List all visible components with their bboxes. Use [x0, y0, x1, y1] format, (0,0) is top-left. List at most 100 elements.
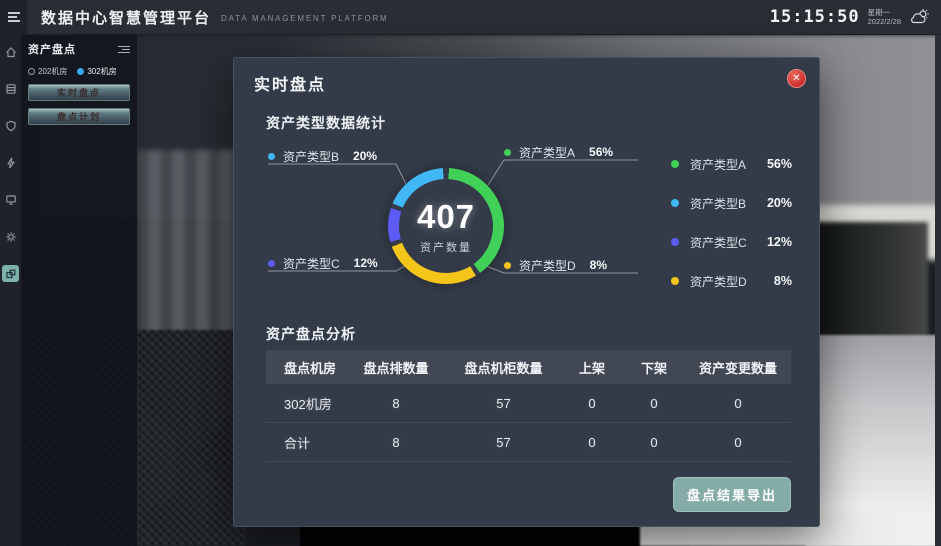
legend-label: 资产类型B: [690, 196, 747, 211]
scene-server-racks: [812, 222, 928, 347]
chart-legend: 资产类型A 56% 资产类型B 20% 资产类型C 12% 资产类型D 8%: [671, 154, 792, 310]
callout-label: 资产类型A: [519, 145, 576, 160]
callout-type-b: 资产类型B 20%: [268, 148, 377, 164]
header-unmounted: 下架: [640, 360, 667, 376]
type-d-dot: [504, 261, 511, 269]
callout-type-a: 资产类型A 56%: [504, 144, 613, 160]
sidebar-item-monitor[interactable]: [2, 191, 19, 208]
shield-icon: [5, 120, 16, 131]
asset-total-label: 资产数量: [420, 241, 472, 254]
cell: 0: [734, 395, 742, 411]
hamburger-icon[interactable]: [7, 12, 20, 22]
cell: 8: [392, 434, 400, 450]
callout-label: 资产类型D: [519, 258, 576, 273]
table-header-row: 盘点机房 盘点排数量 盘点机柜数量 上架 下架 资产变更数量: [266, 350, 791, 384]
radio-label: 202机房: [38, 67, 68, 76]
top-bar: 数据中心智慧管理平台 DATA MANAGEMENT PLATFORM 15:1…: [0, 0, 941, 35]
icon-sidebar: [0, 35, 21, 546]
radio-icon: [28, 68, 35, 75]
header-rows-count: 盘点排数量: [363, 360, 429, 376]
radio-room-202[interactable]: 202机房: [28, 66, 67, 77]
cell: 0: [650, 434, 658, 450]
inventory-table: 盘点机房 盘点排数量 盘点机柜数量 上架 下架 资产变更数量 302机房 8 5…: [266, 350, 791, 462]
asset-icon: [5, 269, 15, 278]
cell: 8: [392, 395, 400, 411]
legend-item-c: 资产类型C 12%: [671, 232, 792, 252]
legend-dot-a: [671, 160, 679, 168]
scene-fence: [137, 150, 237, 345]
sidebar-item-security[interactable]: [2, 117, 19, 134]
callout-type-d: 资产类型D 8%: [504, 257, 607, 273]
section-title-asset-types: 资产类型数据统计: [266, 115, 386, 131]
asset-inventory-panel: 资产盘点 202机房 302机房 实时盘点 盘点计划: [21, 35, 137, 546]
legend-item-d: 资产类型D 8%: [671, 271, 792, 291]
type-c-dot: [268, 259, 275, 267]
legend-value: 20%: [766, 196, 792, 210]
panel-menu-icon[interactable]: [118, 45, 130, 53]
menu-block: [0, 0, 27, 35]
callout-value: 8%: [589, 258, 608, 272]
legend-value: 12%: [766, 235, 792, 249]
sidebar-item-settings[interactable]: [2, 228, 19, 245]
cell: 57: [496, 434, 511, 450]
callout-label: 资产类型C: [283, 256, 340, 271]
cell: 302机房: [284, 396, 332, 412]
scene-edge: [935, 35, 941, 546]
type-b-dot: [268, 152, 275, 160]
asset-total-value: 407: [416, 197, 476, 235]
radio-label: 302机房: [87, 67, 117, 76]
home-icon: [5, 46, 16, 57]
callout-label: 资产类型B: [283, 149, 340, 164]
donut-ring: 407 资产数量: [388, 168, 504, 284]
legend-dot-c: [671, 238, 679, 246]
rack-icon: [5, 83, 16, 94]
close-icon[interactable]: ✕: [787, 69, 806, 88]
modal-title: 实时盘点: [254, 77, 327, 94]
inventory-plan-button[interactable]: 盘点计划: [28, 108, 130, 125]
legend-value: 8%: [773, 274, 792, 288]
radio-room-302[interactable]: 302机房: [77, 66, 117, 77]
legend-value: 56%: [766, 157, 792, 171]
header-changes: 资产变更数量: [698, 360, 777, 376]
export-results-button[interactable]: 盘点结果导出: [673, 477, 791, 512]
legend-label: 资产类型A: [690, 157, 747, 172]
legend-item-b: 资产类型B 20%: [671, 193, 792, 213]
table-row: 302机房 8 57 0 0 0: [266, 384, 791, 423]
legend-dot-d: [671, 277, 679, 285]
app-title: 数据中心智慧管理平台: [41, 9, 212, 27]
realtime-inventory-modal: 实时盘点 ✕ 资产类型数据统计 资产类型B 20% 资产类型A 56%: [233, 57, 820, 527]
monitor-icon: [5, 194, 16, 205]
legend-label: 资产类型D: [690, 274, 747, 289]
sidebar-item-racks[interactable]: [2, 80, 19, 97]
legend-item-a: 资产类型A 56%: [671, 154, 792, 174]
weather-icon: [909, 8, 931, 26]
cell: 0: [588, 434, 596, 450]
donut-chart: 资产类型B 20% 资产类型A 56% 资产类型C 12% 资产类型D 8% 4…: [264, 140, 664, 318]
realtime-inventory-button[interactable]: 实时盘点: [28, 84, 130, 101]
app-subtitle: DATA MANAGEMENT PLATFORM: [221, 14, 389, 23]
callout-value: 12%: [353, 256, 378, 270]
energy-icon: [6, 157, 15, 168]
section-title-analysis: 资产盘点分析: [266, 326, 356, 342]
sidebar-item-assets[interactable]: [2, 265, 19, 282]
cell: 0: [650, 395, 658, 411]
radio-icon-selected: [77, 68, 85, 75]
callout-type-c: 资产类型C 12%: [268, 255, 378, 271]
sidebar-item-energy[interactable]: [2, 154, 19, 171]
cell: 合计: [284, 435, 311, 451]
cell: 57: [496, 395, 511, 411]
sidebar-item-home[interactable]: [2, 43, 19, 60]
clock: 15:15:50: [769, 7, 860, 27]
header-room: 盘点机房: [284, 360, 337, 376]
panel-title: 资产盘点: [28, 44, 76, 56]
cell: 0: [734, 434, 742, 450]
table-row-total: 合计 8 57 0 0 0: [266, 423, 791, 462]
header-cabinets-count: 盘点机柜数量: [464, 360, 543, 376]
scene-floor: [805, 335, 941, 546]
legend-dot-b: [671, 199, 679, 207]
date-block: 星期一 2022/2/28: [868, 8, 901, 26]
gear-icon: [5, 231, 16, 242]
header-mounted: 上架: [578, 360, 605, 376]
callout-value: 20%: [353, 149, 378, 163]
